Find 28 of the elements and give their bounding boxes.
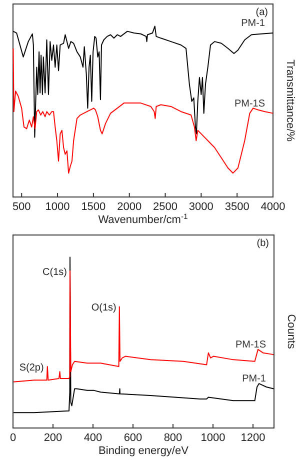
x-tick-label: 1000 — [200, 432, 226, 444]
x-tick-label: 4000 — [260, 201, 286, 213]
series-label: PM-1S — [234, 98, 266, 110]
annotation: C(1s) — [42, 266, 67, 278]
x-tick-label: 0 — [10, 432, 16, 444]
x-tick-label: 600 — [124, 432, 142, 444]
text: (b) — [256, 238, 269, 249]
y-axis-title: Transmittance/% — [284, 59, 296, 142]
x-tick-label: 500 — [12, 201, 31, 213]
x-tick-label: 3000 — [188, 201, 214, 213]
annotation: O(1s) — [91, 302, 116, 314]
text: (a) — [256, 7, 268, 18]
x-tick-label: 2000 — [117, 201, 142, 213]
series-label: PM-1 — [242, 374, 266, 385]
x-tick-label: 200 — [44, 432, 62, 444]
x-axis-title: Binding energy/eV — [98, 445, 190, 457]
x-tick-label: 1000 — [45, 201, 70, 213]
x-tick-label: 1200 — [240, 432, 266, 444]
x-tick-label: 3500 — [224, 201, 250, 213]
x-tick-label: 2500 — [153, 201, 178, 213]
annotation: S(2p) — [19, 362, 44, 374]
series-label: PM-1 — [241, 18, 266, 30]
series-label: PM-1S — [235, 340, 266, 351]
x-tick-label: 1500 — [81, 201, 106, 213]
x-tick-label: 400 — [84, 432, 102, 444]
x-tick-label: 800 — [164, 432, 182, 444]
y-axis-title: Counts — [285, 314, 297, 350]
x-axis-title: Wavenumber/cm$^{-1}$ — [98, 212, 188, 226]
